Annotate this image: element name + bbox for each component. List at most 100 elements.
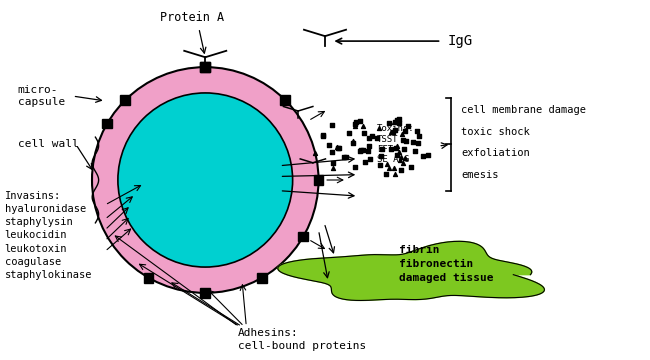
Point bbox=[382, 161, 393, 167]
Point bbox=[392, 117, 402, 122]
Point bbox=[398, 146, 409, 152]
Point bbox=[381, 171, 391, 176]
Point bbox=[354, 148, 365, 154]
Point bbox=[413, 134, 424, 139]
Bar bbox=[281, 95, 290, 105]
Point bbox=[364, 135, 374, 141]
Point bbox=[328, 160, 339, 166]
Text: Invasins:
hyaluronidase
staphylysin
leukocidin
leukotoxin
coagulase
staphylokina: Invasins: hyaluronidase staphylysin leuk… bbox=[5, 191, 92, 280]
Point bbox=[376, 153, 386, 159]
Bar bbox=[200, 62, 211, 72]
Point bbox=[388, 129, 398, 135]
Bar bbox=[298, 231, 308, 241]
Point bbox=[396, 154, 407, 159]
Point bbox=[396, 167, 406, 172]
Point bbox=[309, 150, 320, 156]
Point bbox=[398, 161, 408, 166]
Point bbox=[389, 119, 399, 125]
Point bbox=[394, 149, 404, 155]
Ellipse shape bbox=[118, 93, 292, 267]
Point bbox=[327, 122, 337, 128]
Point bbox=[423, 152, 434, 158]
Point bbox=[372, 135, 383, 141]
Point bbox=[355, 118, 365, 124]
Point bbox=[358, 147, 368, 153]
Point bbox=[350, 164, 360, 170]
Point bbox=[332, 144, 343, 150]
Point bbox=[384, 165, 394, 171]
Text: IgG: IgG bbox=[448, 34, 473, 48]
Point bbox=[400, 156, 410, 161]
Polygon shape bbox=[278, 241, 545, 301]
Text: Protein A: Protein A bbox=[161, 10, 224, 24]
Point bbox=[390, 119, 400, 125]
Point bbox=[334, 145, 345, 151]
Bar bbox=[314, 175, 324, 185]
Point bbox=[350, 123, 360, 129]
Point bbox=[367, 133, 378, 139]
Bar bbox=[200, 288, 210, 298]
Point bbox=[356, 147, 366, 153]
Point bbox=[386, 129, 396, 135]
Point bbox=[410, 148, 420, 153]
Point bbox=[344, 130, 354, 135]
Point bbox=[318, 134, 328, 139]
Text: exfoliation: exfoliation bbox=[461, 148, 530, 158]
Text: cell membrane damage: cell membrane damage bbox=[461, 105, 586, 115]
Point bbox=[333, 145, 343, 150]
Point bbox=[359, 130, 370, 136]
Point bbox=[390, 127, 400, 133]
Point bbox=[364, 144, 374, 149]
Point bbox=[397, 131, 408, 137]
Point bbox=[339, 154, 349, 160]
Point bbox=[392, 143, 402, 148]
Point bbox=[348, 138, 359, 144]
Point bbox=[412, 128, 423, 134]
Point bbox=[391, 145, 402, 151]
Point bbox=[398, 138, 409, 143]
Point bbox=[348, 140, 359, 146]
Point bbox=[418, 153, 428, 159]
Point bbox=[413, 140, 424, 146]
Point bbox=[395, 157, 406, 163]
Text: emesis: emesis bbox=[461, 170, 499, 180]
Point bbox=[408, 139, 418, 145]
Bar bbox=[144, 273, 153, 283]
Point bbox=[389, 166, 399, 171]
Bar bbox=[120, 95, 130, 105]
Point bbox=[400, 129, 410, 134]
Bar bbox=[257, 273, 266, 283]
Point bbox=[328, 165, 339, 171]
Point bbox=[401, 138, 411, 144]
Point bbox=[358, 123, 369, 129]
Point bbox=[318, 132, 328, 138]
Text: fibrin
fibronectin
damaged tissue: fibrin fibronectin damaged tissue bbox=[400, 245, 494, 283]
Point bbox=[385, 146, 396, 152]
Point bbox=[376, 146, 387, 152]
Text: Adhesins:
cell-bound proteins: Adhesins: cell-bound proteins bbox=[238, 328, 366, 351]
Ellipse shape bbox=[92, 67, 318, 293]
Point bbox=[350, 121, 360, 126]
Point bbox=[374, 162, 385, 168]
Point bbox=[341, 154, 352, 160]
Point bbox=[365, 157, 376, 162]
Point bbox=[363, 148, 373, 153]
Text: toxic shock: toxic shock bbox=[461, 127, 530, 137]
Point bbox=[406, 164, 416, 170]
Point bbox=[351, 119, 361, 125]
Point bbox=[391, 152, 402, 158]
Point bbox=[326, 149, 337, 155]
Point bbox=[390, 171, 400, 177]
Point bbox=[384, 120, 394, 126]
Text: Toxins:
TSST
EFT
SE A-G: Toxins: TSST EFT SE A-G bbox=[377, 124, 415, 165]
Point bbox=[373, 125, 384, 131]
Point bbox=[360, 159, 370, 165]
Text: micro-
capsule: micro- capsule bbox=[18, 85, 65, 107]
Bar bbox=[102, 119, 112, 129]
Point bbox=[393, 120, 404, 126]
Bar bbox=[200, 62, 210, 72]
Point bbox=[403, 123, 413, 129]
Text: cell wall: cell wall bbox=[18, 139, 78, 149]
Point bbox=[324, 143, 334, 148]
Point bbox=[394, 116, 404, 122]
